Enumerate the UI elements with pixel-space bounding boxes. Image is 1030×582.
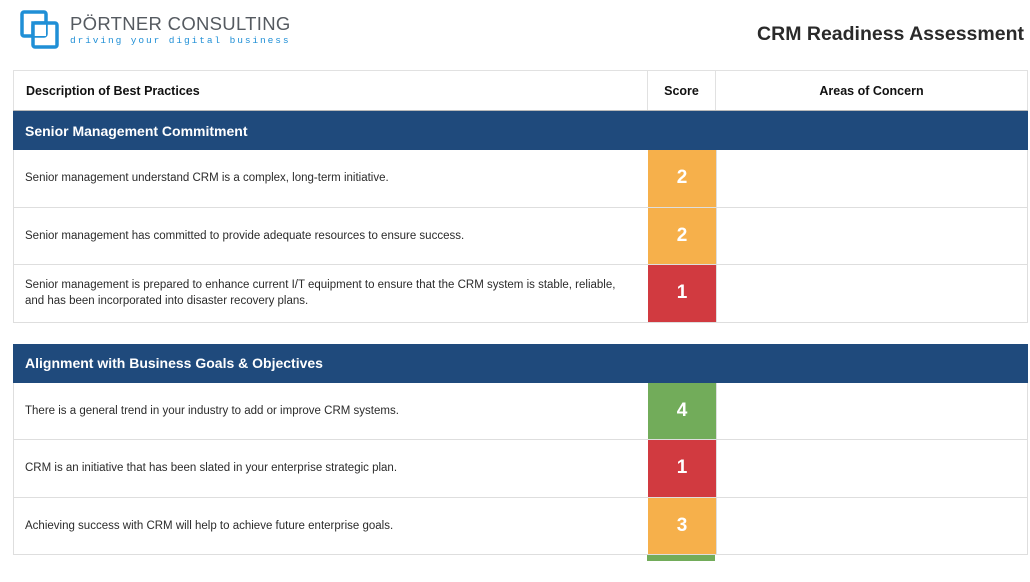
row-description: There is a general trend in your industr… xyxy=(25,404,399,417)
concern-cell[interactable] xyxy=(716,382,1027,439)
concern-cell[interactable] xyxy=(716,150,1027,207)
score-cell[interactable]: 1 xyxy=(648,440,716,497)
concern-cell[interactable] xyxy=(716,440,1027,497)
concern-cell[interactable] xyxy=(716,497,1027,554)
table-row: Senior management has committed to provi… xyxy=(13,207,1028,265)
row-description xyxy=(13,555,647,561)
table-row: Achieving success with CRM will help to … xyxy=(13,497,1028,555)
brand-tagline: driving your digital business xyxy=(70,35,291,46)
section-title: Alignment with Business Goals & Objectiv… xyxy=(13,343,1028,383)
page-title: CRM Readiness Assessment xyxy=(757,23,1024,45)
score-cell[interactable]: 1 xyxy=(648,265,716,322)
concern-cell[interactable] xyxy=(716,265,1027,322)
row-description: Senior management has committed to provi… xyxy=(25,229,465,242)
table-row: Senior management is prepared to enhance… xyxy=(13,265,1028,323)
row-description: CRM is an initiative that has been slate… xyxy=(25,462,398,475)
assessment-table: Description of Best Practices Score Area… xyxy=(13,70,1028,582)
row-description: Senior management understand CRM is a co… xyxy=(25,172,389,185)
score-cell[interactable]: 4 xyxy=(648,382,716,439)
column-header-score[interactable]: Score xyxy=(647,71,715,110)
column-header-concern[interactable]: Areas of Concern xyxy=(715,71,1028,110)
score-cell[interactable]: 2 xyxy=(648,207,716,264)
score-cell[interactable]: 3 xyxy=(648,497,716,554)
section-senior-management: Senior Management Commitment Senior mana… xyxy=(13,111,1028,323)
brand-name: PÖRTNER CONSULTING xyxy=(70,13,291,34)
section-business-alignment: Alignment with Business Goals & Objectiv… xyxy=(13,343,1028,561)
column-header-description[interactable]: Description of Best Practices xyxy=(13,71,647,110)
score-cell[interactable] xyxy=(647,555,715,561)
section-title: Senior Management Commitment xyxy=(13,111,1028,150)
row-description: Achieving success with CRM will help to … xyxy=(25,519,394,532)
table-row: There is a general trend in your industr… xyxy=(13,382,1028,440)
table-row: CRM is an initiative that has been slate… xyxy=(13,440,1028,498)
score-cell[interactable]: 2 xyxy=(648,150,716,207)
table-row: Senior management understand CRM is a co… xyxy=(13,150,1028,208)
portner-logo-icon xyxy=(20,10,59,49)
concern-cell[interactable] xyxy=(716,207,1027,264)
table-header: Description of Best Practices Score Area… xyxy=(13,70,1028,111)
row-description: Senior management is prepared to enhance… xyxy=(25,279,616,308)
table-row-partial xyxy=(13,555,1028,561)
